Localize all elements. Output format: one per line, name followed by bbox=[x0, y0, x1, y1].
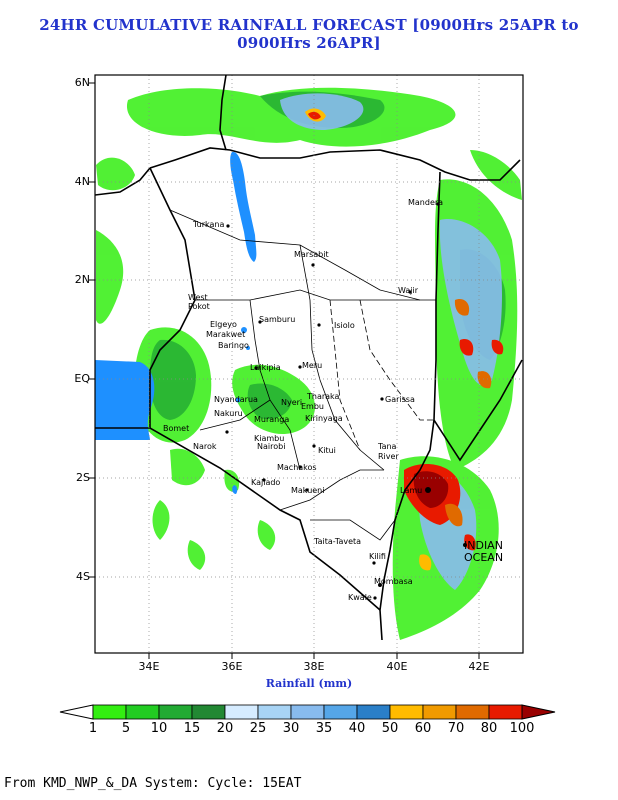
map-frame bbox=[94, 74, 524, 654]
place-label-bomet: Bomet bbox=[163, 424, 190, 433]
legend-colorbar bbox=[59, 704, 556, 720]
legend-swatch bbox=[191, 704, 226, 720]
legend-swatch bbox=[455, 704, 490, 720]
legend-label-20: 20 bbox=[216, 721, 234, 736]
legend-label-100: 100 bbox=[509, 721, 535, 736]
place-label-garissa: Garissa bbox=[385, 395, 415, 404]
place-label-kirinyaga: Kirinyaga bbox=[305, 414, 343, 423]
place-label-tharaka: Tharaka bbox=[307, 392, 340, 401]
legend-swatch bbox=[356, 704, 391, 720]
legend-swatch bbox=[92, 704, 127, 720]
x-tick-42e: 42E bbox=[468, 660, 490, 673]
x-axis-label: Rainfall (mm) bbox=[265, 677, 353, 690]
county-boundaries bbox=[169, 209, 436, 541]
place-label-taita-taveta: Taita-Taveta bbox=[314, 537, 362, 546]
place-label-machakos: Machakos bbox=[277, 463, 317, 472]
legend-label-35: 35 bbox=[315, 721, 333, 736]
legend-swatch bbox=[323, 704, 358, 720]
place-label-wajir: Wajir bbox=[398, 286, 419, 295]
grid-lines bbox=[95, 75, 523, 653]
legend-swatch bbox=[158, 704, 193, 720]
legend-label-70: 70 bbox=[447, 721, 465, 736]
place-label-marsabit: Marsabit bbox=[294, 250, 329, 259]
legend-swatch bbox=[389, 704, 424, 720]
place-label-kwale: Kwale bbox=[348, 593, 372, 602]
place-label-baringo: Baringo bbox=[218, 341, 249, 350]
place-label-nyandarua: Nyandarua bbox=[214, 395, 258, 404]
x-tick-40e: 40E bbox=[386, 660, 408, 673]
legend-swatch-above-max bbox=[521, 704, 556, 720]
legend-swatch bbox=[125, 704, 160, 720]
y-tick-eq: EQ bbox=[74, 372, 90, 385]
y-tick-2s: 2S bbox=[76, 471, 90, 484]
legend-label-40: 40 bbox=[348, 721, 366, 736]
x-tick-34e: 34E bbox=[138, 660, 160, 673]
place-label-makueni: Makueni bbox=[291, 486, 325, 495]
place-label-laikipia: Laikipia bbox=[250, 363, 281, 372]
legend-label-5: 5 bbox=[121, 721, 131, 736]
place-label-mandera: Mandera bbox=[408, 198, 444, 207]
place-label-turkana: Turkana bbox=[193, 220, 225, 229]
legend-label-30: 30 bbox=[282, 721, 300, 736]
place-label-marakwet: Marakwet bbox=[206, 330, 246, 339]
legend-swatch-below-min bbox=[59, 704, 94, 720]
legend-label-25: 25 bbox=[249, 721, 267, 736]
legend-label-50: 50 bbox=[381, 721, 399, 736]
place-label-narok: Narok bbox=[193, 442, 217, 451]
legend-swatch bbox=[422, 704, 457, 720]
place-label-embu: Embu bbox=[301, 402, 324, 411]
lake-victoria bbox=[95, 360, 155, 440]
place-label-nakuru: Nakuru bbox=[214, 409, 243, 418]
footer-source: From KMD_NWP_&_DA System: Cycle: 15EAT bbox=[4, 776, 302, 791]
map-title: 24HR CUMULATIVE RAINFALL FORECAST [0900H… bbox=[39, 16, 579, 52]
place-label-nyeri: Nyeri bbox=[281, 398, 303, 407]
place-label-meru: Meru bbox=[302, 361, 323, 370]
place-label-nairobi: Nairobi bbox=[257, 442, 286, 451]
y-tick-4n: 4N bbox=[74, 175, 90, 188]
legend-label-60: 60 bbox=[414, 721, 432, 736]
tick-marks bbox=[89, 82, 480, 659]
y-tick-6n: 6N bbox=[74, 76, 90, 89]
place-label-tana-river: Tana River bbox=[378, 442, 399, 461]
legend-label-80: 80 bbox=[480, 721, 498, 736]
legend-label-15: 15 bbox=[183, 721, 201, 736]
x-tick-36e: 36E bbox=[221, 660, 243, 673]
legend-swatch bbox=[488, 704, 523, 720]
lake-turkana bbox=[230, 151, 257, 262]
x-tick-38e: 38E bbox=[303, 660, 325, 673]
place-label-kiambu: Kiambu bbox=[254, 434, 285, 443]
place-label-indian-ocean: INDIAN OCEAN bbox=[464, 539, 504, 564]
y-tick-2n: 2N bbox=[74, 273, 90, 286]
place-label-mombasa: Mombasa bbox=[374, 577, 413, 586]
place-label-samburu: Samburu bbox=[259, 315, 296, 324]
place-label-elgeyo: Elgeyo bbox=[210, 320, 237, 329]
place-label-muranga: Muranga bbox=[254, 415, 290, 424]
town-markers bbox=[225, 202, 467, 600]
legend-swatch bbox=[257, 704, 292, 720]
place-label-lamu: Lamu bbox=[400, 486, 423, 495]
legend-swatch bbox=[224, 704, 259, 720]
y-tick-4s: 4S bbox=[76, 570, 90, 583]
legend-label-1: 1 bbox=[88, 721, 98, 736]
place-label-kilifi: Kilifi bbox=[369, 552, 386, 561]
small-lakes bbox=[232, 327, 250, 494]
legend-swatch bbox=[290, 704, 325, 720]
place-label-kitui: Kitui bbox=[318, 446, 336, 455]
place-label-kajiado: Kajiado bbox=[251, 478, 281, 487]
place-label-west-pokot: West Pokot bbox=[188, 293, 210, 311]
place-label-isiolo: Isiolo bbox=[334, 321, 355, 330]
legend-label-10: 10 bbox=[150, 721, 168, 736]
